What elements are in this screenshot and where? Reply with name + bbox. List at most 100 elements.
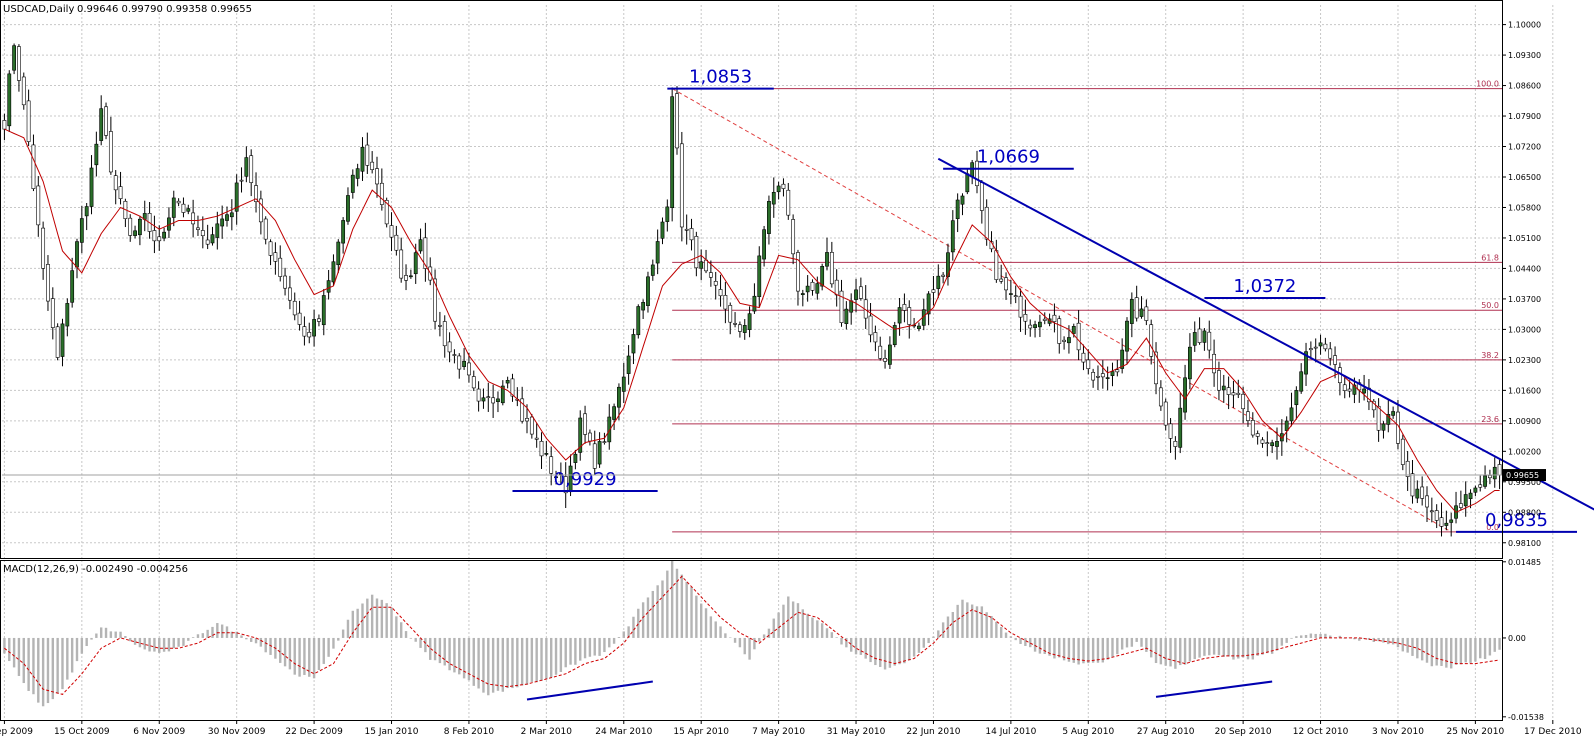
candle-body xyxy=(254,185,258,203)
macd-histogram-bar xyxy=(1222,637,1225,657)
candle-body xyxy=(65,303,70,327)
candle-body xyxy=(650,264,655,276)
macd-histogram-bar xyxy=(985,612,988,638)
candle-body xyxy=(379,182,384,205)
macd-histogram-bar xyxy=(327,637,330,657)
candle-body xyxy=(1468,492,1473,500)
ohlc-label: 0.99646 0.99790 0.99358 0.99655 xyxy=(77,4,252,15)
macd-histogram-bar xyxy=(1256,637,1259,656)
macd-histogram-bar xyxy=(346,619,350,638)
fib-level-label: 100.0 xyxy=(1476,80,1499,89)
macd-histogram-bar xyxy=(1266,637,1269,654)
candle-body xyxy=(1381,423,1386,431)
candle-body xyxy=(84,206,89,217)
candle-body xyxy=(1173,441,1178,447)
candle-body xyxy=(573,453,578,463)
candle-body xyxy=(46,264,50,302)
candle-body xyxy=(292,300,297,316)
macd-histogram-bar xyxy=(1251,637,1255,660)
candle-body xyxy=(1100,373,1105,378)
candle-body xyxy=(941,274,946,277)
macd-histogram-bar xyxy=(670,560,674,638)
macd-histogram-bar xyxy=(845,637,848,648)
x-tick-label: 8 Feb 2010 xyxy=(444,727,495,737)
macd-divergence-line xyxy=(1155,680,1273,698)
macd-histogram-bar xyxy=(409,637,413,639)
macd-histogram-bar xyxy=(520,637,524,686)
macd-histogram-bar xyxy=(1430,637,1434,667)
candle-body xyxy=(234,182,239,212)
candle-body xyxy=(554,476,558,479)
candle-body xyxy=(200,230,205,237)
candle-body xyxy=(370,161,375,170)
x-tick-label: 24 Mar 2010 xyxy=(595,727,652,737)
macd-histogram-bar xyxy=(501,637,505,692)
candle-body xyxy=(1038,321,1042,328)
candle-body xyxy=(1008,293,1013,295)
candle-body xyxy=(133,230,137,236)
candle-body xyxy=(1415,488,1420,499)
candle-body xyxy=(404,275,408,281)
macd-histogram-bar xyxy=(462,637,466,679)
candle-body xyxy=(689,228,694,241)
symbol-label: USDCAD,Daily xyxy=(3,4,74,15)
candle-body xyxy=(1483,475,1487,487)
x-tick-label: 14 Jul 2010 xyxy=(985,727,1036,737)
candle-body xyxy=(791,219,796,255)
candle-body xyxy=(965,173,970,193)
candle-body xyxy=(762,229,766,260)
candle-body xyxy=(1342,384,1347,391)
x-tick-label: 25 Nov 2010 xyxy=(1447,727,1505,737)
macd-histogram-bar xyxy=(641,602,645,638)
macd-histogram-bar xyxy=(114,631,117,638)
y-tick-label: 1.10000 xyxy=(1508,21,1541,30)
macd-histogram-bar xyxy=(366,598,369,638)
candle-body xyxy=(1294,390,1299,406)
candle-body xyxy=(17,46,21,81)
macd-histogram-bar xyxy=(1454,637,1458,665)
macd-histogram-bar xyxy=(1198,637,1201,658)
candle-body xyxy=(505,380,510,384)
candle-body xyxy=(757,255,762,298)
macd-histogram-bar xyxy=(975,606,979,638)
candle-body xyxy=(384,200,389,225)
macd-histogram-bar xyxy=(709,616,713,638)
macd-histogram-bar xyxy=(1164,637,1167,666)
macd-histogram-bar xyxy=(70,637,74,673)
macd-histogram-bar xyxy=(351,610,355,638)
candle-body xyxy=(646,276,650,306)
macd-histogram-bar xyxy=(554,637,558,675)
candle-body xyxy=(1013,295,1018,297)
candle-body xyxy=(467,362,471,376)
price-annotation-label: 0,9929 xyxy=(554,469,617,490)
fib-level-label: 23.6 xyxy=(1481,415,1499,424)
candle-body xyxy=(844,308,849,324)
candle-body xyxy=(1178,407,1183,448)
macd-histogram-bar xyxy=(753,637,756,650)
macd-histogram-bar xyxy=(143,637,146,650)
macd-histogram-bar xyxy=(1295,636,1298,638)
candle-body xyxy=(975,160,979,187)
macd-histogram-bar xyxy=(1038,637,1042,654)
x-tick-label: 23 Sep 2009 xyxy=(0,727,33,737)
x-tick-label: 15 Oct 2009 xyxy=(54,727,110,737)
macd-histogram-bar xyxy=(201,633,205,638)
candle-body xyxy=(1096,375,1100,378)
macd-histogram-bar xyxy=(1304,634,1308,638)
macd-histogram-bar xyxy=(1077,637,1080,665)
candle-body xyxy=(1028,324,1033,329)
macd-histogram-bar xyxy=(1188,637,1192,662)
macd-histogram-bar xyxy=(216,623,219,638)
macd-histogram-bar xyxy=(1087,637,1090,664)
candle-body xyxy=(346,195,350,222)
candle-body xyxy=(55,326,60,358)
macd-histogram-bar xyxy=(1029,637,1032,648)
candle-body xyxy=(1376,405,1381,431)
candle-body xyxy=(229,212,234,218)
macd-histogram-bar xyxy=(61,637,64,690)
candle-body xyxy=(1110,371,1115,376)
macd-histogram-bar xyxy=(395,616,398,638)
macd-histogram-bar xyxy=(1232,637,1235,660)
macd-histogram-bar xyxy=(1261,637,1264,655)
